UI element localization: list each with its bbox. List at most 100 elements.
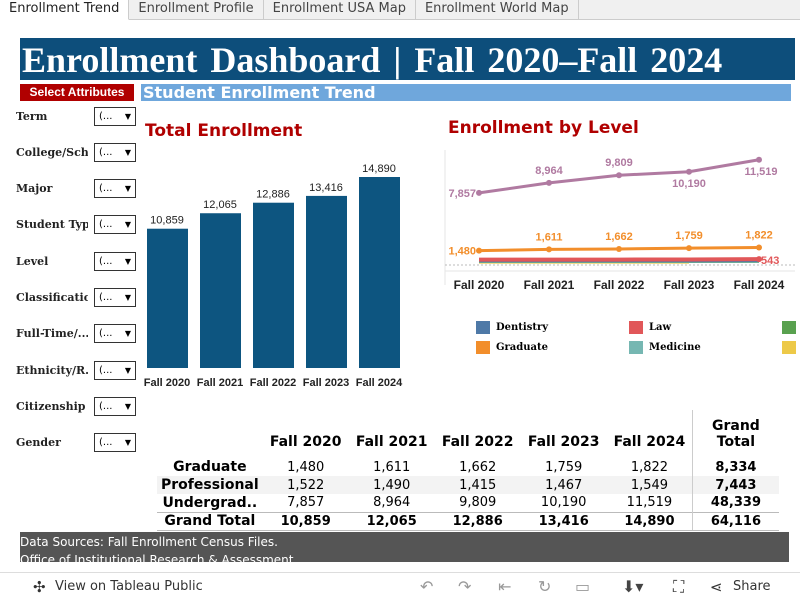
data-point[interactable]	[546, 179, 552, 186]
data-point[interactable]	[616, 245, 622, 252]
filter-value: (...	[99, 110, 113, 122]
filter-dropdown[interactable]: (... ▼	[94, 142, 136, 162]
table-cell: 12,065	[348, 511, 435, 531]
filter-dropdown[interactable]: (... ▼	[94, 251, 136, 271]
column-header: Fall 2020	[269, 434, 342, 450]
table-cell: 7,857	[287, 495, 325, 511]
table-cell: 10,190	[540, 495, 587, 511]
line-value-label: 1,759	[675, 230, 703, 242]
filter-value: (...	[99, 328, 113, 340]
data-point[interactable]	[476, 189, 482, 196]
revert-icon[interactable]: ⇤	[498, 577, 512, 596]
legend-swatch-icon	[782, 321, 796, 334]
filter-label: Level	[16, 254, 49, 268]
legend-item[interactable]	[782, 321, 800, 334]
download-icon[interactable]: ⬇▾	[622, 577, 644, 596]
filter-dropdown[interactable]: (... ▼	[94, 106, 136, 126]
filter-dropdown[interactable]: (... ▼	[94, 396, 136, 416]
table-cell: 9,809	[459, 495, 497, 511]
legend-swatch-icon	[476, 321, 490, 334]
bar-fall-2023[interactable]	[306, 195, 347, 368]
table-cell: 1,611	[373, 459, 411, 475]
tab-enrollment-trend[interactable]: Enrollment Trend	[0, 0, 130, 20]
legend-item[interactable]: Medicine	[629, 341, 701, 354]
table-cell: 1,467	[520, 476, 607, 494]
data-point[interactable]	[686, 245, 692, 252]
data-point[interactable]	[756, 156, 762, 163]
table-cell: 11,519	[626, 495, 673, 511]
x-tick-label: Fall 2021	[524, 278, 575, 292]
filter-dropdown[interactable]: (... ▼	[94, 324, 136, 344]
series-line-law[interactable]	[479, 257, 760, 262]
bar-fall-2021[interactable]	[200, 213, 241, 368]
fullscreen-icon[interactable]: ⛶	[673, 576, 685, 596]
bar-fall-2020[interactable]	[147, 228, 188, 368]
total-enrollment-bar-chart: 10,859 Fall 2020 12,065 Fall 2021 12,886 Fall…	[144, 163, 403, 389]
filter-dropdown[interactable]: (... ▼	[94, 179, 136, 199]
data-point[interactable]	[546, 246, 552, 253]
tab-enrollment-usa-map[interactable]: Enrollment USA Map	[264, 0, 416, 20]
filter-label: Student Type	[16, 218, 88, 232]
grand-total-cell: 8,334	[692, 458, 779, 476]
bar-fall-2024[interactable]	[359, 177, 400, 368]
legend-item[interactable]	[782, 341, 800, 354]
column-header: Fall 2021	[355, 434, 428, 450]
legend-item[interactable]: Law	[629, 321, 671, 334]
data-point[interactable]	[476, 247, 482, 254]
tab-bar: Enrollment Trend Enrollment Profile Enro…	[0, 0, 800, 20]
table-cell: 8,964	[373, 495, 411, 511]
row-header: Undergrad..	[162, 494, 258, 511]
dropdown-arrow-icon: ▼	[124, 111, 131, 121]
bar-value-label: 14,890	[362, 163, 396, 175]
filter-dropdown[interactable]: (... ▼	[94, 215, 136, 235]
data-point[interactable]	[756, 256, 762, 263]
legend-label: Graduate	[496, 342, 549, 353]
row-header: Professional	[157, 476, 263, 494]
view-on-tableau-public-link[interactable]: View on Tableau Public	[55, 579, 203, 594]
line-value-label: 7,857	[448, 188, 476, 200]
select-attributes-header: Select Attributes	[20, 84, 134, 101]
bar-fall-2022[interactable]	[253, 202, 294, 368]
share-button[interactable]: Share	[733, 579, 771, 594]
pause-icon[interactable]: ▭	[575, 577, 591, 596]
refresh-icon[interactable]: ↻	[538, 577, 552, 596]
legend-swatch-icon	[629, 341, 643, 354]
filter-dropdown[interactable]: (... ▼	[94, 360, 136, 380]
redo-icon[interactable]: ↷	[458, 577, 472, 596]
filter-label: Citizenship	[16, 399, 86, 413]
filter-2: Major (... ▼	[16, 179, 136, 199]
line-value-label: 543	[761, 255, 779, 267]
filter-label: Term	[16, 109, 48, 123]
legend-item[interactable]: Dentistry	[476, 321, 548, 334]
filter-dropdown[interactable]: (... ▼	[94, 433, 136, 453]
section-title: Student Enrollment Trend	[141, 84, 791, 102]
row-header: Graduate	[173, 459, 247, 475]
tab-enrollment-profile[interactable]: Enrollment Profile	[129, 0, 264, 20]
table-row: Graduate 1,480 1,611 1,662 1,759 1,822 8,334	[157, 458, 779, 476]
table-cell: 12,886	[434, 511, 521, 531]
legend-item[interactable]: Graduate	[476, 341, 548, 354]
tab-enrollment-world-map[interactable]: Enrollment World Map	[416, 0, 579, 20]
legend-label: Dentistry	[496, 322, 549, 333]
filter-0: Term (... ▼	[16, 106, 136, 126]
filter-8: Citizenship (... ▼	[16, 396, 136, 416]
filter-dropdown[interactable]: (... ▼	[94, 288, 136, 307]
dropdown-arrow-icon: ▼	[124, 147, 131, 157]
dropdown-arrow-icon: ▼	[124, 256, 131, 266]
data-sources-text: Data Sources: Fall Enrollment Census Fil…	[20, 535, 278, 549]
filter-label: Gender	[16, 436, 61, 450]
data-point[interactable]	[756, 244, 762, 251]
undo-icon[interactable]: ↶	[420, 577, 434, 596]
x-tick-label: Fall 2024	[356, 377, 403, 389]
line-value-label: 10,190	[672, 178, 706, 190]
x-tick-label: Fall 2020	[454, 278, 505, 292]
line-value-label: 1,662	[605, 231, 633, 243]
table-row: Grand Total 10,859 12,065 12,886 13,416 14,89…	[157, 511, 779, 531]
legend-swatch-icon	[782, 341, 796, 354]
data-point[interactable]	[616, 172, 622, 179]
dropdown-arrow-icon: ▼	[124, 365, 131, 375]
bottom-toolbar: ✣ View on Tableau Public ↶ ↷ ⇤ ↻ ▭ ⬇▾ ⛶ …	[0, 572, 800, 600]
filter-label: Major	[16, 182, 53, 196]
share-icon[interactable]: ⋖	[710, 577, 723, 596]
data-point[interactable]	[686, 168, 692, 175]
